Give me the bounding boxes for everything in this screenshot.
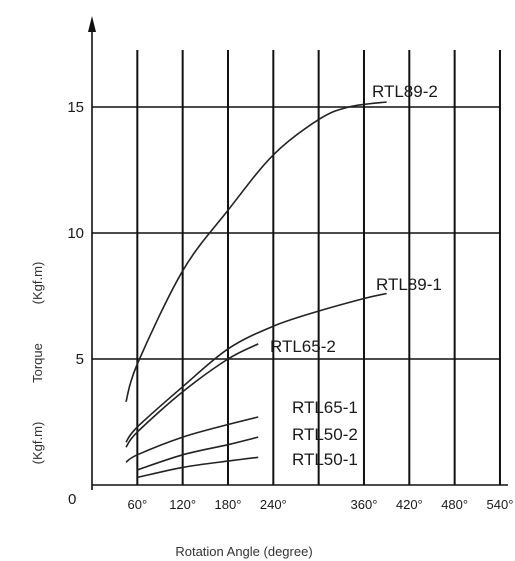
y-axis-arrow (88, 16, 96, 32)
series-label-rtl65-2: RTL65-2 (270, 337, 336, 356)
origin-label: 0 (68, 491, 76, 508)
x-axis-title: Rotation Angle (degree) (175, 544, 312, 559)
series-layer (125, 101, 387, 479)
series-line-rtl65-1 (125, 416, 259, 463)
series-line-rtl50-1 (137, 456, 259, 479)
y-axis-title-middle: Torque (30, 343, 45, 383)
x-tick-label-420: 420° (396, 497, 423, 512)
axes-layer (88, 16, 508, 490)
series-label-rtl89-1: RTL89-1 (376, 275, 442, 294)
series-line-rtl89-1 (125, 292, 387, 443)
grid-layer (92, 50, 501, 485)
series-label-rtl65-1: RTL65-1 (292, 398, 358, 417)
series-label-rtl50-2: RTL50-2 (292, 425, 358, 444)
y-tick-label-15: 15 (67, 99, 84, 116)
series-line-rtl50-2 (137, 436, 259, 471)
series-line-rtl65-2 (125, 343, 259, 448)
x-tick-label-540: 540° (487, 497, 514, 512)
y-axis-title-lower: (Kgf.m) (30, 422, 45, 465)
series-line-rtl89-2 (125, 101, 387, 403)
x-tick-label-120: 120° (169, 497, 196, 512)
y-tick-label-5: 5 (76, 351, 84, 368)
x-tick-label-480: 480° (441, 497, 468, 512)
series-label-rtl89-2: RTL89-2 (372, 82, 438, 101)
y-axis-title-upper: (Kgf.m) (30, 262, 45, 305)
series-label-rtl50-1: RTL50-1 (292, 450, 358, 469)
x-tick-label-240: 240° (260, 497, 287, 512)
x-tick-label-180: 180° (215, 497, 242, 512)
x-tick-label-360: 360° (351, 497, 378, 512)
y-tick-label-10: 10 (67, 225, 84, 242)
labels-layer: 0 Rotation Angle (degree) (Kgf.m) Torque… (30, 82, 513, 559)
x-tick-label-60: 60° (127, 497, 147, 512)
